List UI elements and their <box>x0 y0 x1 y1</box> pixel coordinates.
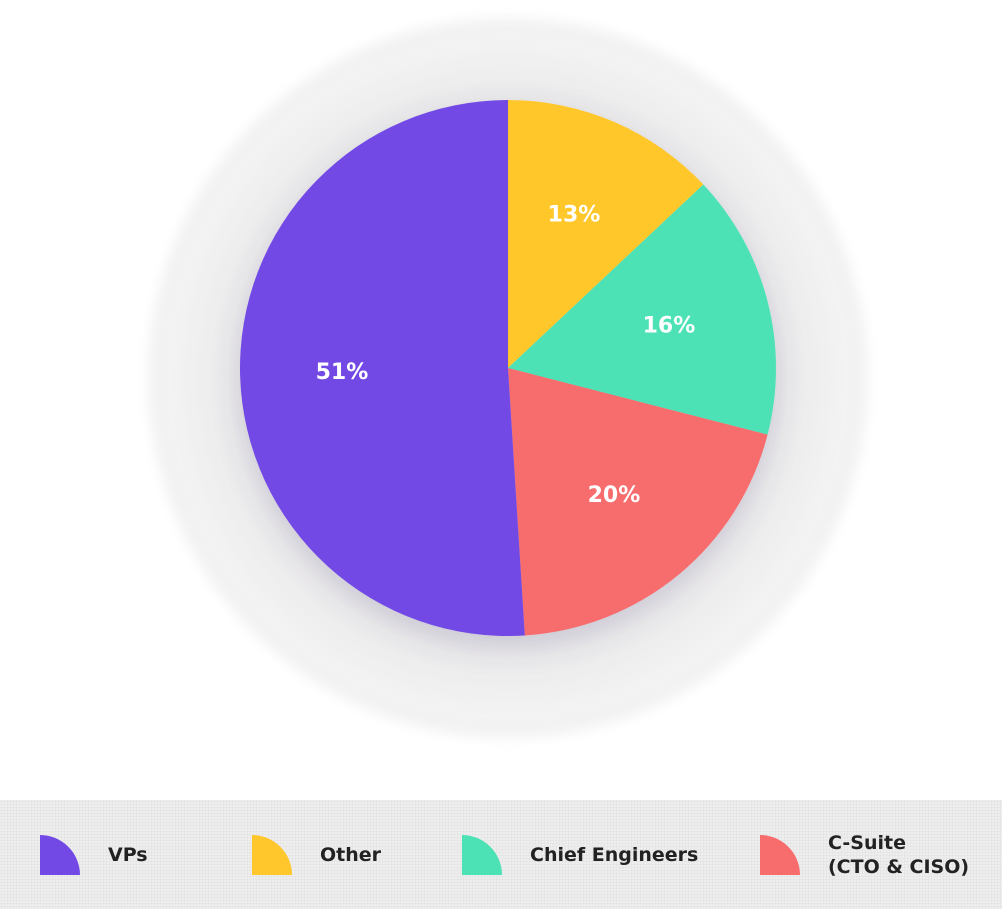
pie-label-other: 13% <box>548 203 601 228</box>
legend-swatch-other <box>252 834 292 875</box>
legend: VPs Other Chief Engineers C-Suite (CTO &… <box>0 800 1002 909</box>
legend-label-c-suite: C-Suite (CTO & CISO) <box>828 831 970 878</box>
pie-chart: 13% 16% 20% 51% <box>148 18 868 738</box>
legend-item-c-suite: C-Suite (CTO & CISO) <box>760 800 969 909</box>
pie-slice-other <box>508 100 704 368</box>
legend-swatch-vps <box>40 834 80 875</box>
legend-label-other: Other <box>320 843 382 866</box>
legend-label-chief-engineers: Chief Engineers <box>530 843 699 866</box>
pie-labels: 13% 16% 20% 51% <box>316 203 696 509</box>
pie-slice-chief-engineers <box>508 184 776 435</box>
pie-label-c-suite-cto-ciso: 20% <box>588 483 641 508</box>
legend-item-vps: VPs <box>40 800 148 909</box>
legend-swatch-c-suite <box>760 834 800 875</box>
pie-slice-c-suite-cto-ciso <box>508 368 768 636</box>
pie-slices <box>240 100 776 636</box>
legend-item-other: Other <box>252 800 381 909</box>
pie-slice-vps <box>240 100 525 636</box>
legend-item-chief-engineers: Chief Engineers <box>462 800 698 909</box>
pie-chart-area: 13% 16% 20% 51% <box>148 18 868 738</box>
pie-label-chief-engineers: 16% <box>643 314 696 339</box>
pie-label-vps: 51% <box>316 360 369 385</box>
legend-swatch-chief-engineers <box>462 834 502 875</box>
legend-label-vps: VPs <box>108 843 148 866</box>
